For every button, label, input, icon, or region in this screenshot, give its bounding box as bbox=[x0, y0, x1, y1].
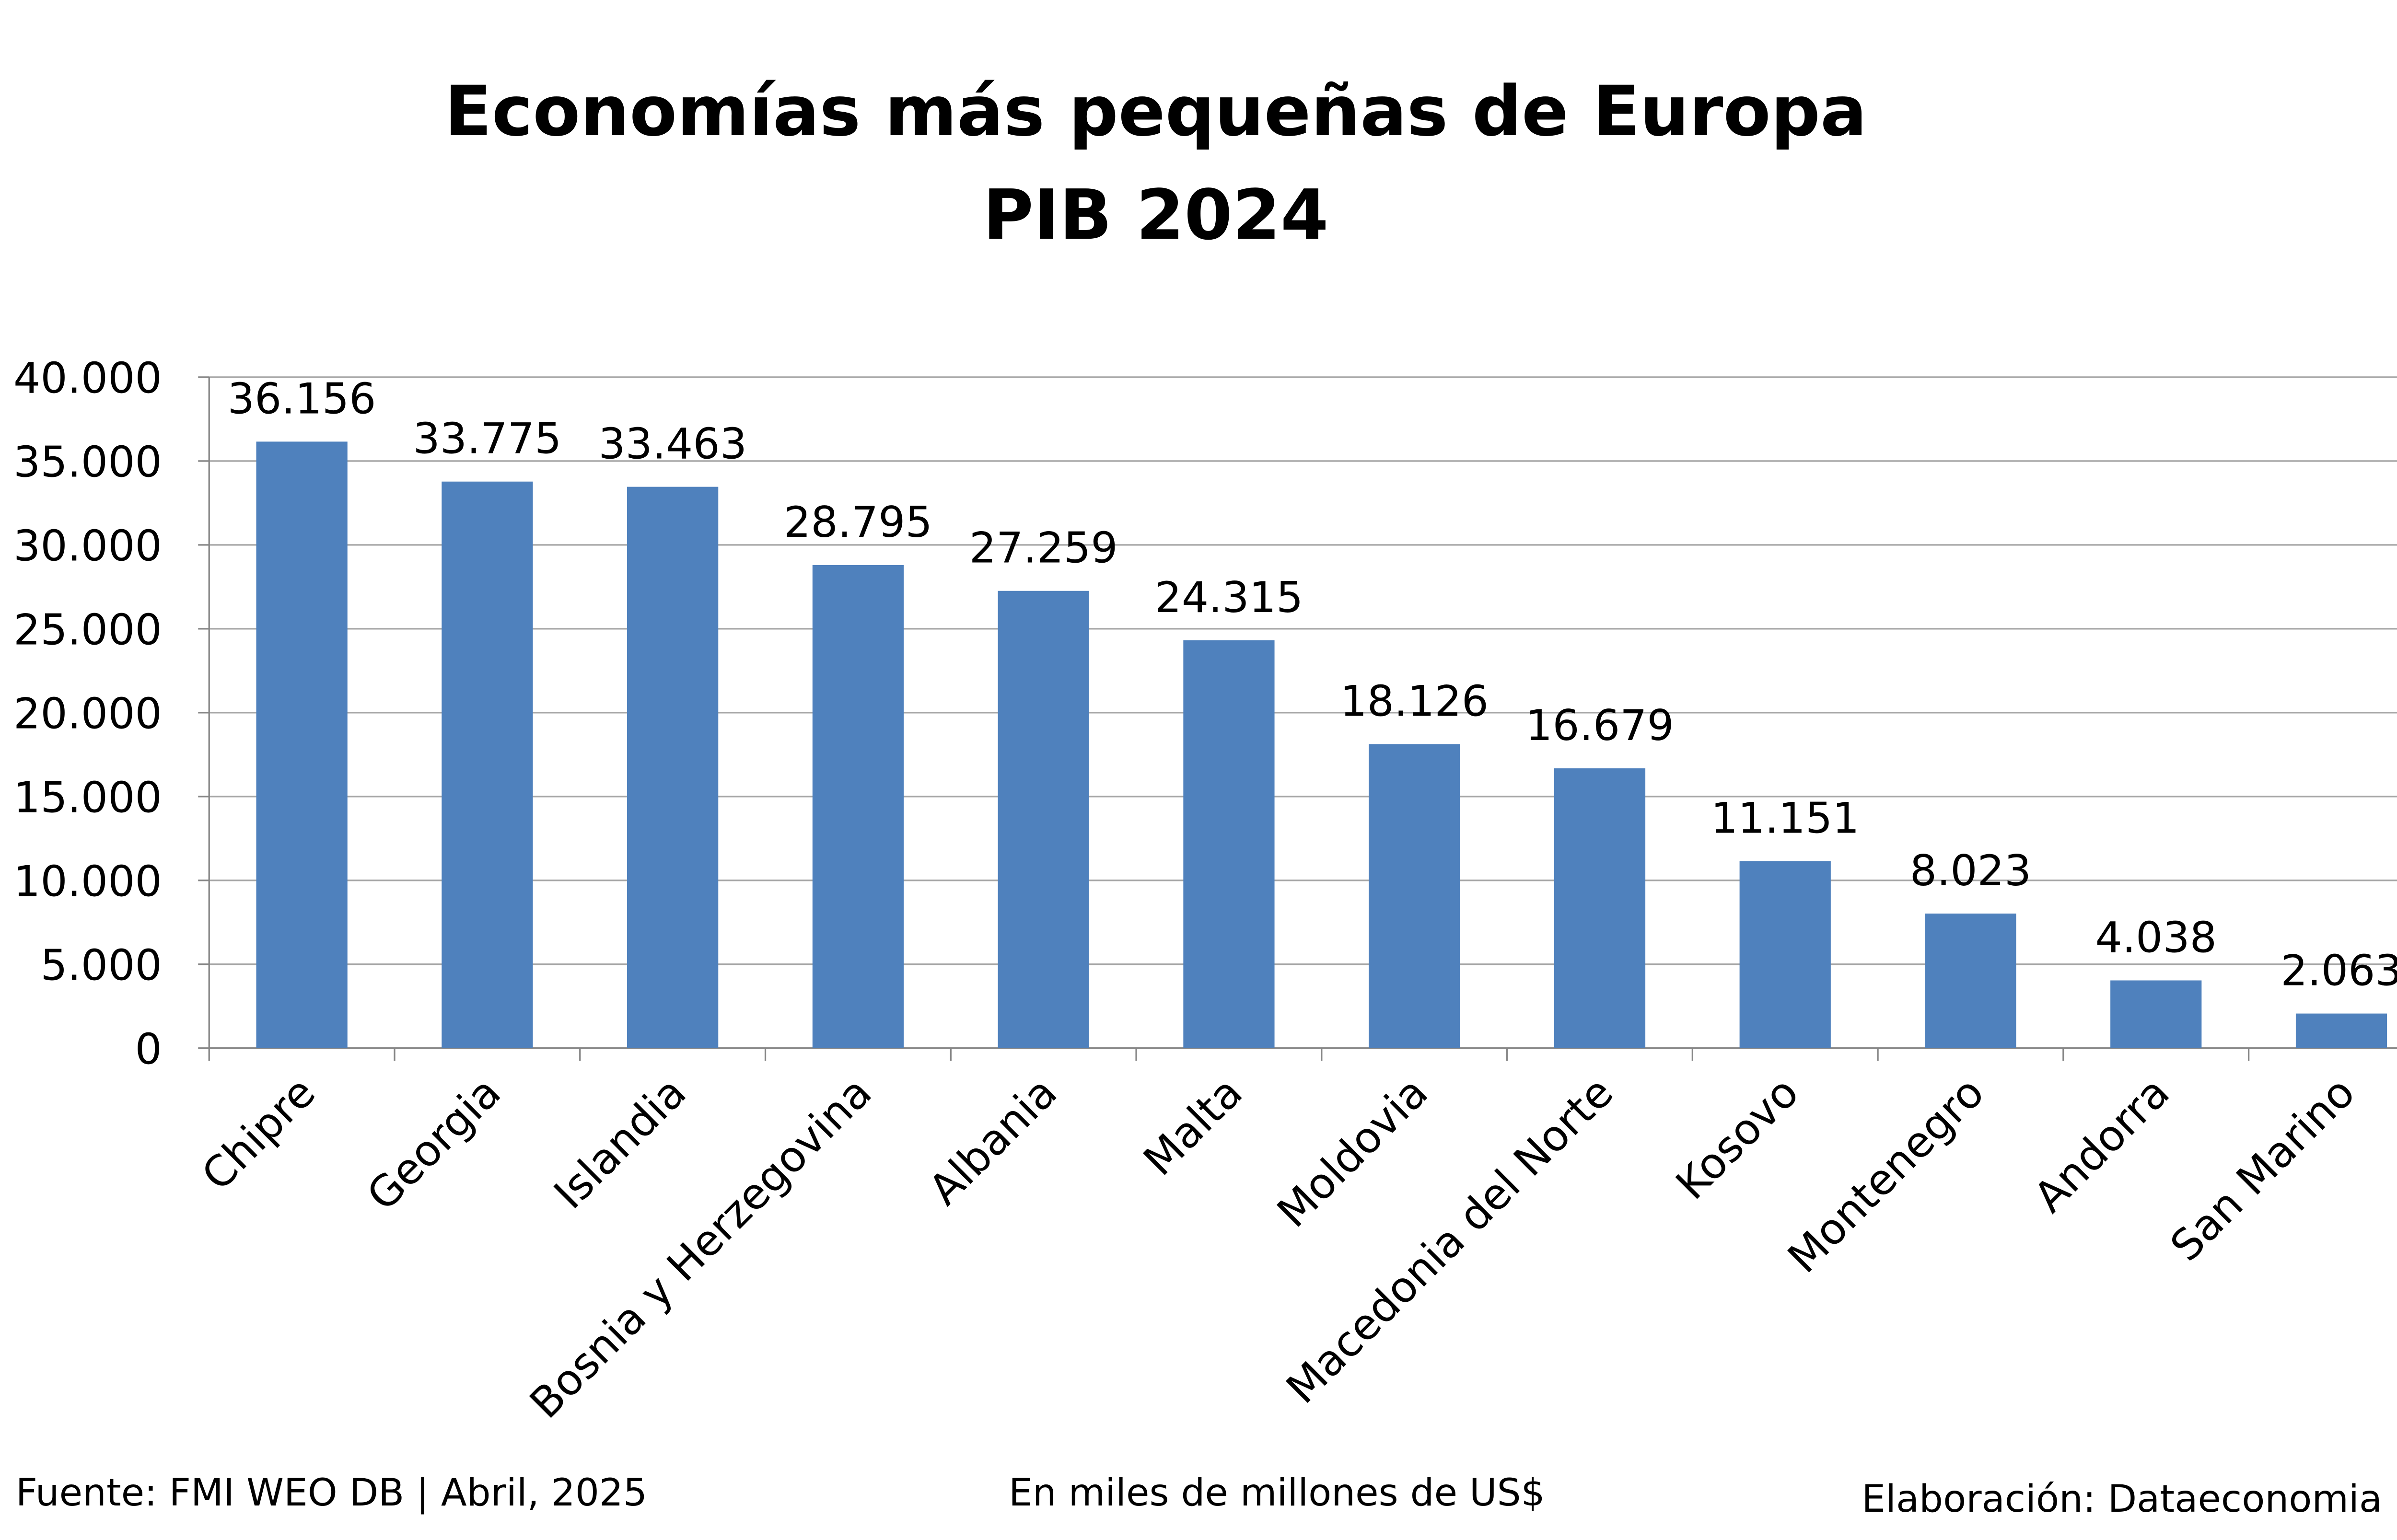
value-label: 11.151 bbox=[1711, 794, 1860, 843]
y-tick-label: 5.000 bbox=[40, 941, 162, 990]
value-label: 27.259 bbox=[969, 523, 1118, 573]
credit-note: Elaboración: Dataeconomia bbox=[1862, 1477, 2382, 1521]
y-tick-label: 10.000 bbox=[13, 857, 162, 906]
chart-title: Economías más pequeñas de Europa bbox=[444, 71, 1867, 152]
x-tick-label: Islandia bbox=[545, 1067, 696, 1218]
value-label: 33.775 bbox=[413, 414, 561, 463]
bar bbox=[1369, 744, 1460, 1048]
y-tick-label: 15.000 bbox=[13, 773, 162, 822]
value-label: 8.023 bbox=[1910, 846, 2032, 895]
y-tick-label: 0 bbox=[135, 1025, 162, 1074]
value-label: 36.156 bbox=[228, 374, 376, 423]
bar bbox=[998, 591, 1089, 1048]
bar bbox=[812, 565, 904, 1048]
value-label: 24.315 bbox=[1155, 573, 1303, 622]
x-tick-label: Macedonia del Norte bbox=[1277, 1067, 1622, 1413]
bar bbox=[1554, 768, 1646, 1048]
bar bbox=[442, 481, 533, 1048]
y-tick-label: 20.000 bbox=[13, 689, 162, 739]
y-tick-label: 40.000 bbox=[13, 354, 162, 403]
bar bbox=[1183, 640, 1275, 1048]
y-tick-label: 30.000 bbox=[13, 521, 162, 571]
units-note: En miles de millones de US$ bbox=[1009, 1471, 1545, 1515]
x-tick-label: Georgia bbox=[358, 1067, 510, 1220]
chart-subtitle: PIB 2024 bbox=[983, 175, 1328, 255]
value-label: 4.038 bbox=[2095, 913, 2217, 962]
x-tick-label: Montenegro bbox=[1779, 1067, 1994, 1282]
bar bbox=[627, 486, 719, 1048]
x-tick-label: Moldovia bbox=[1268, 1067, 1437, 1237]
bar bbox=[256, 441, 348, 1048]
value-label: 2.063 bbox=[2281, 946, 2397, 996]
x-tick-label: Malta bbox=[1134, 1067, 1252, 1185]
bar bbox=[2110, 980, 2202, 1048]
x-tick-label: Kosovo bbox=[1666, 1067, 1808, 1209]
x-tick-label: Chipre bbox=[192, 1067, 325, 1200]
x-tick-label: Albania bbox=[919, 1067, 1067, 1215]
x-tick-label: Andorra bbox=[2025, 1067, 2179, 1222]
x-tick-label: San Marino bbox=[2161, 1067, 2364, 1271]
bar bbox=[1739, 861, 1831, 1048]
source-note: Fuente: FMI WEO DB | Abril, 2025 bbox=[16, 1471, 647, 1515]
bar bbox=[2295, 1013, 2387, 1048]
y-tick-label: 35.000 bbox=[13, 438, 162, 487]
value-label: 33.463 bbox=[598, 419, 747, 469]
y-tick-label: 25.000 bbox=[13, 605, 162, 655]
bar bbox=[1925, 914, 2016, 1048]
value-label: 28.795 bbox=[784, 498, 932, 547]
x-tick-label: Bosnia y Herzegovina bbox=[520, 1067, 881, 1428]
value-label: 18.126 bbox=[1340, 676, 1489, 726]
value-label: 16.679 bbox=[1525, 701, 1674, 750]
